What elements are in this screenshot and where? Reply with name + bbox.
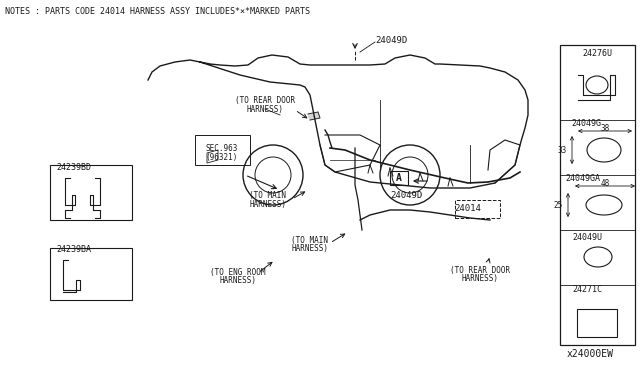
Text: 38: 38 [600,124,610,132]
Bar [390,171,408,185]
Bar [560,45,635,345]
Text: x24000EW: x24000EW [566,349,614,359]
Text: 24049U: 24049U [572,232,602,241]
Text: 24049GA: 24049GA [565,173,600,183]
Text: 25: 25 [554,201,563,209]
Text: (TO REAR DOOR: (TO REAR DOOR [235,96,295,105]
Bar [577,309,617,337]
Text: 24271C: 24271C [572,285,602,295]
Text: 24239BD: 24239BD [56,163,91,171]
Text: 24049D: 24049D [375,35,407,45]
Bar [50,248,132,300]
Text: HARNESS): HARNESS) [250,199,287,208]
Text: 24239BA: 24239BA [56,246,91,254]
Bar [195,135,250,165]
Text: 24049D: 24049D [390,190,422,199]
Text: SEC.963: SEC.963 [206,144,238,153]
Text: (TO MAIN: (TO MAIN [250,190,287,199]
Text: (96321): (96321) [206,153,238,161]
Text: 33: 33 [557,145,567,154]
Text: (TO ENG ROOM: (TO ENG ROOM [211,267,266,276]
Text: 48: 48 [600,179,610,187]
Bar [50,165,132,220]
Text: A: A [396,173,402,183]
Text: HARNESS): HARNESS) [291,244,328,253]
Text: 24049G: 24049G [571,119,601,128]
Bar [455,200,500,218]
Text: (TO MAIN: (TO MAIN [291,235,328,244]
Text: NOTES : PARTS CODE 24014 HARNESS ASSY INCLUDES*×*MARKED PARTS: NOTES : PARTS CODE 24014 HARNESS ASSY IN… [5,7,310,16]
Text: 24276U: 24276U [582,48,612,58]
Polygon shape [308,112,320,120]
Text: HARNESS): HARNESS) [246,105,284,113]
Text: 24014: 24014 [454,203,481,212]
Text: HARNESS): HARNESS) [461,275,499,283]
Text: (TO REAR DOOR: (TO REAR DOOR [450,266,510,275]
Text: HARNESS): HARNESS) [220,276,257,285]
